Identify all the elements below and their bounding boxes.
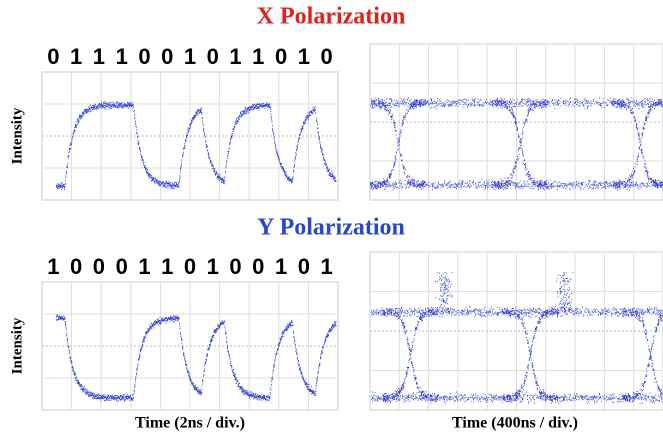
bit: 0: [70, 254, 82, 279]
bit: 1: [70, 44, 82, 69]
bit: 0: [275, 44, 287, 69]
bit: 1: [229, 44, 241, 69]
bit: 0: [47, 44, 59, 69]
bit: 1: [320, 254, 332, 279]
bit: 0: [116, 254, 128, 279]
bit: 1: [47, 254, 59, 279]
bit: 0: [138, 44, 150, 69]
bit: 0: [161, 44, 173, 69]
bit: 0: [229, 254, 241, 279]
bit: 1: [93, 44, 105, 69]
bit: 1: [207, 254, 219, 279]
x-title: X Polarization: [257, 4, 406, 30]
bit: 1: [116, 44, 128, 69]
bit: 1: [298, 44, 310, 69]
bit: 1: [252, 44, 264, 69]
bit: 1: [275, 254, 287, 279]
bit: 0: [93, 254, 105, 279]
x-axis-label: Time (2ns / div.): [135, 415, 245, 432]
bit: 0: [298, 254, 310, 279]
y-title: Y Polarization: [257, 215, 405, 241]
bit: 0: [252, 254, 264, 279]
bit: 0: [184, 254, 196, 279]
x-axis-label: Time (400ns / div.): [452, 415, 578, 432]
bit: 1: [184, 44, 196, 69]
y-axis-label: Intensity: [9, 107, 25, 164]
bit: 0: [207, 44, 219, 69]
bit: 0: [320, 44, 332, 69]
bit: 1: [138, 254, 150, 279]
figure: X Polarization Y Polarization Intensity …: [0, 0, 663, 436]
bit: 1: [161, 254, 173, 279]
y-axis-label: Intensity: [9, 317, 25, 374]
